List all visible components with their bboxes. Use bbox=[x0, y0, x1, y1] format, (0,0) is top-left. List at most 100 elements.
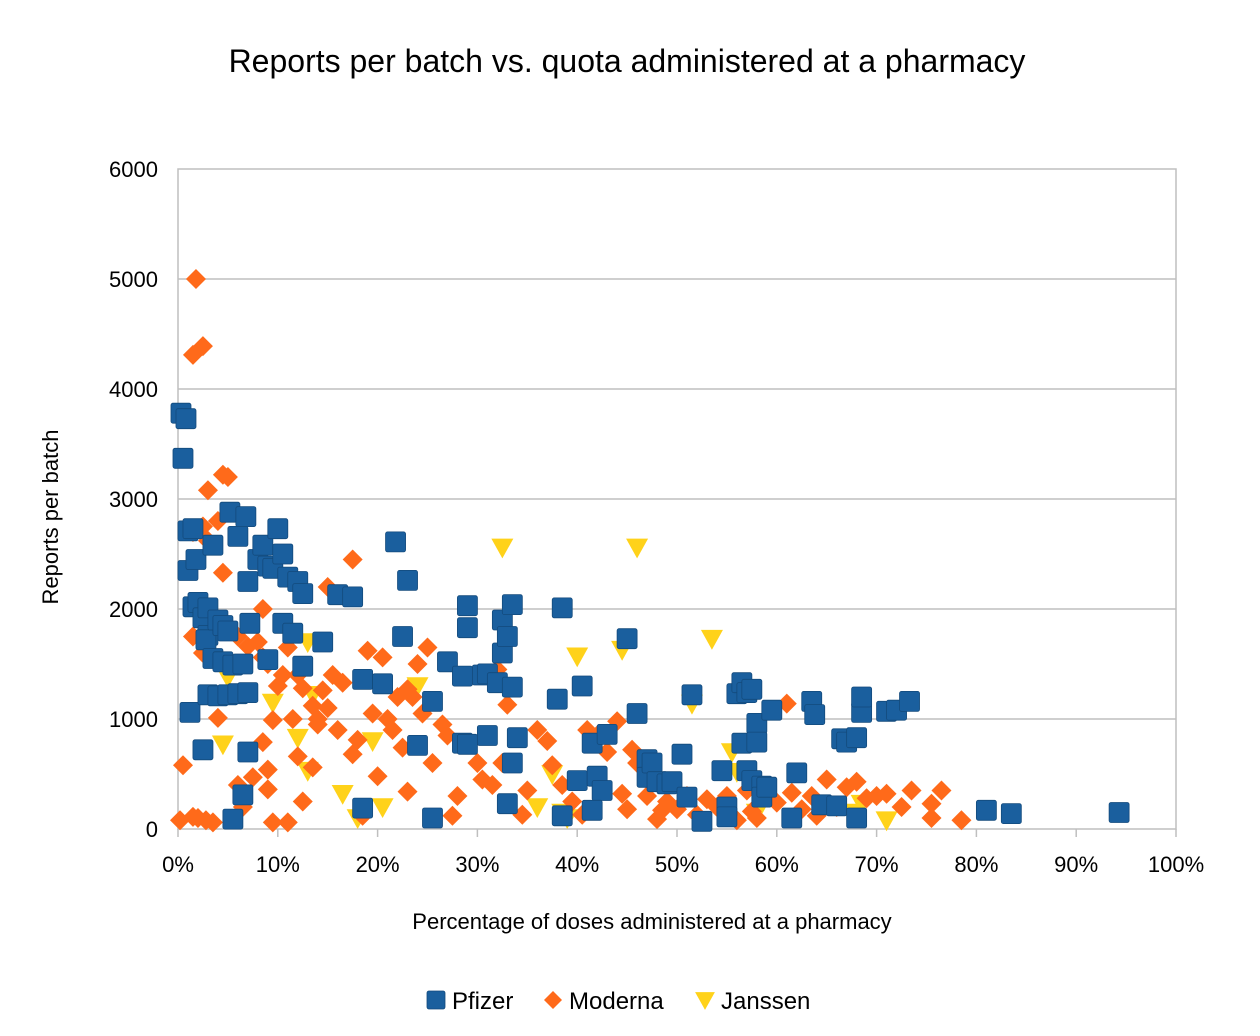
data-point-moderna bbox=[537, 731, 558, 751]
data-point-pfizer bbox=[975, 799, 997, 821]
data-point-pfizer bbox=[591, 780, 613, 801]
data-point-pfizer bbox=[397, 570, 418, 591]
data-point-pfizer bbox=[846, 807, 868, 829]
data-point-moderna bbox=[517, 780, 538, 801]
data-point-moderna bbox=[921, 808, 942, 828]
data-point-pfizer bbox=[172, 447, 194, 469]
data-point-moderna bbox=[172, 755, 193, 776]
data-point-janssen bbox=[261, 693, 284, 714]
y-axis-tick-labels: 0 1000 2000 3000 4000 5000 6000 bbox=[109, 157, 158, 842]
data-point-moderna bbox=[617, 799, 638, 820]
y-tick-label: 0 bbox=[146, 817, 158, 842]
data-point-pfizer bbox=[571, 675, 593, 697]
data-point-moderna bbox=[252, 599, 273, 619]
data-point-pfizer bbox=[671, 743, 693, 765]
data-point-pfizer bbox=[676, 786, 698, 808]
data-point-pfizer bbox=[846, 727, 868, 749]
data-point-pfizer bbox=[804, 704, 826, 725]
data-point-pfizer bbox=[711, 760, 733, 782]
y-tick-label: 5000 bbox=[109, 267, 158, 292]
y-tick-label: 4000 bbox=[109, 377, 158, 402]
data-point-moderna bbox=[367, 766, 388, 787]
data-point-pfizer bbox=[452, 665, 473, 687]
data-point-pfizer bbox=[786, 762, 808, 784]
data-point-pfizer bbox=[235, 506, 257, 528]
data-point-janssen bbox=[406, 677, 429, 697]
data-point-pfizer bbox=[352, 669, 374, 690]
data-point-pfizer bbox=[272, 543, 294, 565]
data-point-pfizer bbox=[596, 724, 618, 745]
data-point-pfizer bbox=[626, 703, 648, 724]
data-point-pfizer bbox=[716, 806, 738, 828]
data-point-pfizer bbox=[422, 691, 443, 712]
data-point-moderna bbox=[212, 562, 233, 583]
data-point-janssen bbox=[286, 728, 309, 749]
data-point-pfizer bbox=[292, 655, 314, 677]
data-point-moderna bbox=[746, 808, 767, 828]
data-point-moderna bbox=[252, 732, 273, 753]
data-point-moderna bbox=[497, 694, 518, 715]
data-point-pfizer bbox=[185, 549, 207, 570]
data-point-janssen bbox=[875, 811, 898, 832]
data-point-moderna bbox=[372, 647, 393, 668]
data-point-pfizer bbox=[392, 626, 413, 647]
x-tick-label: 10% bbox=[256, 852, 300, 877]
x-tick-label: 30% bbox=[455, 852, 499, 877]
data-point-moderna bbox=[292, 678, 313, 699]
y-tick-label: 2000 bbox=[109, 597, 158, 622]
data-point-pfizer bbox=[781, 807, 803, 829]
data-point-moderna bbox=[262, 710, 283, 731]
data-point-moderna bbox=[402, 687, 423, 707]
data-point-pfizer bbox=[232, 784, 254, 806]
legend-marker-pfizer bbox=[426, 990, 446, 1010]
data-point-pfizer bbox=[761, 699, 783, 721]
data-point-moderna bbox=[207, 707, 228, 728]
data-point-moderna bbox=[347, 729, 368, 750]
data-point-moderna bbox=[197, 480, 218, 501]
data-point-moderna bbox=[447, 786, 468, 806]
data-point-moderna bbox=[467, 753, 488, 773]
x-tick-label: 60% bbox=[755, 852, 799, 877]
data-point-pfizer bbox=[641, 752, 663, 774]
data-point-janssen bbox=[371, 798, 394, 818]
data-point-pfizer bbox=[407, 735, 428, 756]
data-point-moderna bbox=[277, 812, 298, 833]
data-point-moderna bbox=[951, 810, 972, 831]
data-point-moderna bbox=[542, 755, 563, 776]
x-axis-title: Percentage of doses administered at a ph… bbox=[412, 909, 891, 934]
data-point-janssen bbox=[211, 735, 234, 756]
data-point-moderna bbox=[417, 637, 438, 658]
chart-title: Reports per batch vs. quota administered… bbox=[229, 43, 1026, 79]
data-point-pfizer bbox=[237, 571, 259, 592]
legend-label-pfizer: Pfizer bbox=[452, 988, 513, 1015]
data-point-janssen bbox=[566, 647, 589, 668]
data-point-pfizer bbox=[661, 771, 683, 793]
data-point-moderna bbox=[482, 775, 503, 795]
data-point-pfizer bbox=[217, 620, 239, 642]
data-point-pfizer bbox=[496, 793, 518, 815]
data-point-pfizer bbox=[239, 612, 261, 634]
data-point-pfizer bbox=[756, 776, 778, 798]
data-point-moderna bbox=[921, 793, 942, 814]
legend: Pfizer Moderna Janssen bbox=[426, 988, 810, 1015]
data-point-moderna bbox=[527, 720, 548, 740]
data-point-pfizer bbox=[501, 594, 523, 615]
y-tick-label: 3000 bbox=[109, 487, 158, 512]
legend-label-janssen: Janssen bbox=[721, 988, 810, 1015]
data-point-pfizer bbox=[506, 727, 528, 749]
data-point-moderna bbox=[242, 767, 263, 788]
y-tick-label: 1000 bbox=[109, 707, 158, 732]
data-point-moderna bbox=[442, 805, 463, 826]
data-point-pfizer bbox=[457, 617, 478, 639]
data-point-moderna bbox=[257, 759, 278, 780]
data-point-pfizer bbox=[179, 702, 201, 723]
data-point-pfizer bbox=[741, 678, 763, 700]
x-tick-label: 50% bbox=[655, 852, 699, 877]
data-point-pfizer bbox=[237, 682, 259, 703]
data-point-moderna bbox=[317, 698, 338, 718]
legend-item-pfizer: Pfizer bbox=[426, 988, 513, 1015]
data-point-pfizer bbox=[422, 807, 443, 829]
data-point-pfizer bbox=[267, 518, 289, 540]
data-point-pfizer bbox=[616, 628, 638, 650]
